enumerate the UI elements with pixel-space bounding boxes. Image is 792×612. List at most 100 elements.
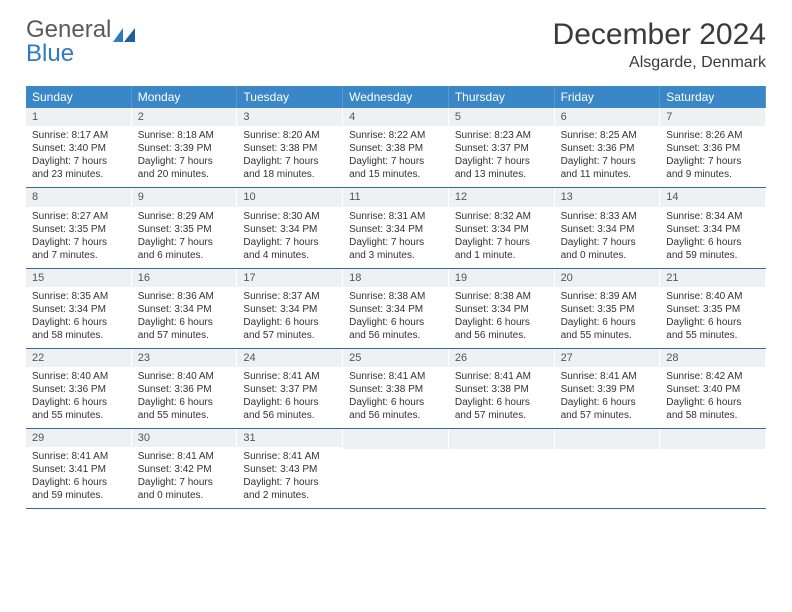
day-body: Sunrise: 8:41 AMSunset: 3:39 PMDaylight:…: [555, 367, 661, 422]
calendar-week: 8Sunrise: 8:27 AMSunset: 3:35 PMDaylight…: [26, 188, 766, 268]
logo-word-1: General: [26, 18, 111, 42]
calendar-day: 29Sunrise: 8:41 AMSunset: 3:41 PMDayligh…: [26, 429, 132, 508]
day-number: 22: [26, 349, 132, 367]
day-number: 28: [660, 349, 766, 367]
sunrise-text: Sunrise: 8:33 AM: [561, 210, 655, 223]
calendar-day: 17Sunrise: 8:37 AMSunset: 3:34 PMDayligh…: [237, 269, 343, 348]
day-number: 10: [237, 188, 343, 206]
calendar-day: 25Sunrise: 8:41 AMSunset: 3:38 PMDayligh…: [343, 349, 449, 428]
day-number: [343, 429, 449, 449]
day-body: Sunrise: 8:25 AMSunset: 3:36 PMDaylight:…: [555, 126, 661, 181]
day-body: Sunrise: 8:32 AMSunset: 3:34 PMDaylight:…: [449, 207, 555, 262]
daylight-text: Daylight: 6 hours and 55 minutes.: [561, 316, 655, 342]
day-body: Sunrise: 8:41 AMSunset: 3:37 PMDaylight:…: [237, 367, 343, 422]
day-number: 21: [660, 269, 766, 287]
daylight-text: Daylight: 6 hours and 57 minutes.: [138, 316, 232, 342]
sunrise-text: Sunrise: 8:41 AM: [561, 370, 655, 383]
day-of-week-header: Sunday Monday Tuesday Wednesday Thursday…: [26, 86, 766, 108]
sunset-text: Sunset: 3:34 PM: [561, 223, 655, 236]
calendar-day: 23Sunrise: 8:40 AMSunset: 3:36 PMDayligh…: [132, 349, 238, 428]
calendar-week: 22Sunrise: 8:40 AMSunset: 3:36 PMDayligh…: [26, 349, 766, 429]
day-number: 7: [660, 108, 766, 126]
sunset-text: Sunset: 3:39 PM: [561, 383, 655, 396]
sunrise-text: Sunrise: 8:29 AM: [138, 210, 232, 223]
daylight-text: Daylight: 6 hours and 57 minutes.: [455, 396, 549, 422]
sunset-text: Sunset: 3:34 PM: [349, 303, 443, 316]
calendar-day: 27Sunrise: 8:41 AMSunset: 3:39 PMDayligh…: [555, 349, 661, 428]
sunrise-text: Sunrise: 8:18 AM: [138, 129, 232, 142]
daylight-text: Daylight: 7 hours and 18 minutes.: [243, 155, 337, 181]
sunrise-text: Sunrise: 8:31 AM: [349, 210, 443, 223]
sunrise-text: Sunrise: 8:38 AM: [349, 290, 443, 303]
dow-tuesday: Tuesday: [237, 86, 343, 108]
sunset-text: Sunset: 3:34 PM: [349, 223, 443, 236]
day-body: Sunrise: 8:34 AMSunset: 3:34 PMDaylight:…: [660, 207, 766, 262]
calendar-day: 4Sunrise: 8:22 AMSunset: 3:38 PMDaylight…: [343, 108, 449, 187]
daylight-text: Daylight: 6 hours and 55 minutes.: [138, 396, 232, 422]
day-body: Sunrise: 8:41 AMSunset: 3:38 PMDaylight:…: [449, 367, 555, 422]
sunrise-text: Sunrise: 8:17 AM: [32, 129, 126, 142]
calendar-day: [555, 429, 661, 508]
day-body: Sunrise: 8:26 AMSunset: 3:36 PMDaylight:…: [660, 126, 766, 181]
daylight-text: Daylight: 6 hours and 57 minutes.: [561, 396, 655, 422]
calendar-day: 20Sunrise: 8:39 AMSunset: 3:35 PMDayligh…: [555, 269, 661, 348]
calendar-day: 1Sunrise: 8:17 AMSunset: 3:40 PMDaylight…: [26, 108, 132, 187]
sunset-text: Sunset: 3:39 PM: [138, 142, 232, 155]
calendar-day: 16Sunrise: 8:36 AMSunset: 3:34 PMDayligh…: [132, 269, 238, 348]
daylight-text: Daylight: 7 hours and 23 minutes.: [32, 155, 126, 181]
day-body: Sunrise: 8:41 AMSunset: 3:42 PMDaylight:…: [132, 447, 238, 502]
calendar-day: 7Sunrise: 8:26 AMSunset: 3:36 PMDaylight…: [660, 108, 766, 187]
day-body: Sunrise: 8:41 AMSunset: 3:41 PMDaylight:…: [26, 447, 132, 502]
dow-friday: Friday: [555, 86, 661, 108]
sunset-text: Sunset: 3:34 PM: [455, 303, 549, 316]
sunrise-text: Sunrise: 8:41 AM: [455, 370, 549, 383]
day-body: Sunrise: 8:41 AMSunset: 3:43 PMDaylight:…: [237, 447, 343, 502]
sunset-text: Sunset: 3:36 PM: [138, 383, 232, 396]
day-number: [449, 429, 555, 449]
sunset-text: Sunset: 3:34 PM: [243, 223, 337, 236]
sunset-text: Sunset: 3:34 PM: [138, 303, 232, 316]
daylight-text: Daylight: 7 hours and 20 minutes.: [138, 155, 232, 181]
calendar-day: 26Sunrise: 8:41 AMSunset: 3:38 PMDayligh…: [449, 349, 555, 428]
day-number: 19: [449, 269, 555, 287]
sunset-text: Sunset: 3:37 PM: [243, 383, 337, 396]
day-body: Sunrise: 8:37 AMSunset: 3:34 PMDaylight:…: [237, 287, 343, 342]
day-body: Sunrise: 8:40 AMSunset: 3:35 PMDaylight:…: [660, 287, 766, 342]
day-body: Sunrise: 8:22 AMSunset: 3:38 PMDaylight:…: [343, 126, 449, 181]
sunset-text: Sunset: 3:40 PM: [666, 383, 760, 396]
daylight-text: Daylight: 7 hours and 3 minutes.: [349, 236, 443, 262]
sunset-text: Sunset: 3:34 PM: [666, 223, 760, 236]
sunrise-text: Sunrise: 8:32 AM: [455, 210, 549, 223]
calendar-day: 11Sunrise: 8:31 AMSunset: 3:34 PMDayligh…: [343, 188, 449, 267]
sunrise-text: Sunrise: 8:41 AM: [138, 450, 232, 463]
calendar-day: 9Sunrise: 8:29 AMSunset: 3:35 PMDaylight…: [132, 188, 238, 267]
calendar-day: 18Sunrise: 8:38 AMSunset: 3:34 PMDayligh…: [343, 269, 449, 348]
calendar-day: 15Sunrise: 8:35 AMSunset: 3:34 PMDayligh…: [26, 269, 132, 348]
calendar-day: [660, 429, 766, 508]
calendar-day: 21Sunrise: 8:40 AMSunset: 3:35 PMDayligh…: [660, 269, 766, 348]
sunrise-text: Sunrise: 8:27 AM: [32, 210, 126, 223]
daylight-text: Daylight: 6 hours and 56 minutes.: [349, 316, 443, 342]
daylight-text: Daylight: 7 hours and 2 minutes.: [243, 476, 337, 502]
daylight-text: Daylight: 7 hours and 9 minutes.: [666, 155, 760, 181]
sunset-text: Sunset: 3:41 PM: [32, 463, 126, 476]
day-number: 5: [449, 108, 555, 126]
day-body: Sunrise: 8:39 AMSunset: 3:35 PMDaylight:…: [555, 287, 661, 342]
daylight-text: Daylight: 6 hours and 56 minutes.: [243, 396, 337, 422]
sunrise-text: Sunrise: 8:40 AM: [138, 370, 232, 383]
daylight-text: Daylight: 7 hours and 4 minutes.: [243, 236, 337, 262]
daylight-text: Daylight: 6 hours and 55 minutes.: [666, 316, 760, 342]
calendar-day: 6Sunrise: 8:25 AMSunset: 3:36 PMDaylight…: [555, 108, 661, 187]
dow-thursday: Thursday: [449, 86, 555, 108]
sunrise-text: Sunrise: 8:22 AM: [349, 129, 443, 142]
sunset-text: Sunset: 3:38 PM: [349, 383, 443, 396]
day-number: 20: [555, 269, 661, 287]
day-body: Sunrise: 8:17 AMSunset: 3:40 PMDaylight:…: [26, 126, 132, 181]
sunset-text: Sunset: 3:43 PM: [243, 463, 337, 476]
day-number: 9: [132, 188, 238, 206]
page-subtitle: Alsgarde, Denmark: [553, 54, 766, 72]
day-number: 2: [132, 108, 238, 126]
sunrise-text: Sunrise: 8:35 AM: [32, 290, 126, 303]
sunset-text: Sunset: 3:35 PM: [138, 223, 232, 236]
logo: General Blue: [26, 18, 135, 66]
